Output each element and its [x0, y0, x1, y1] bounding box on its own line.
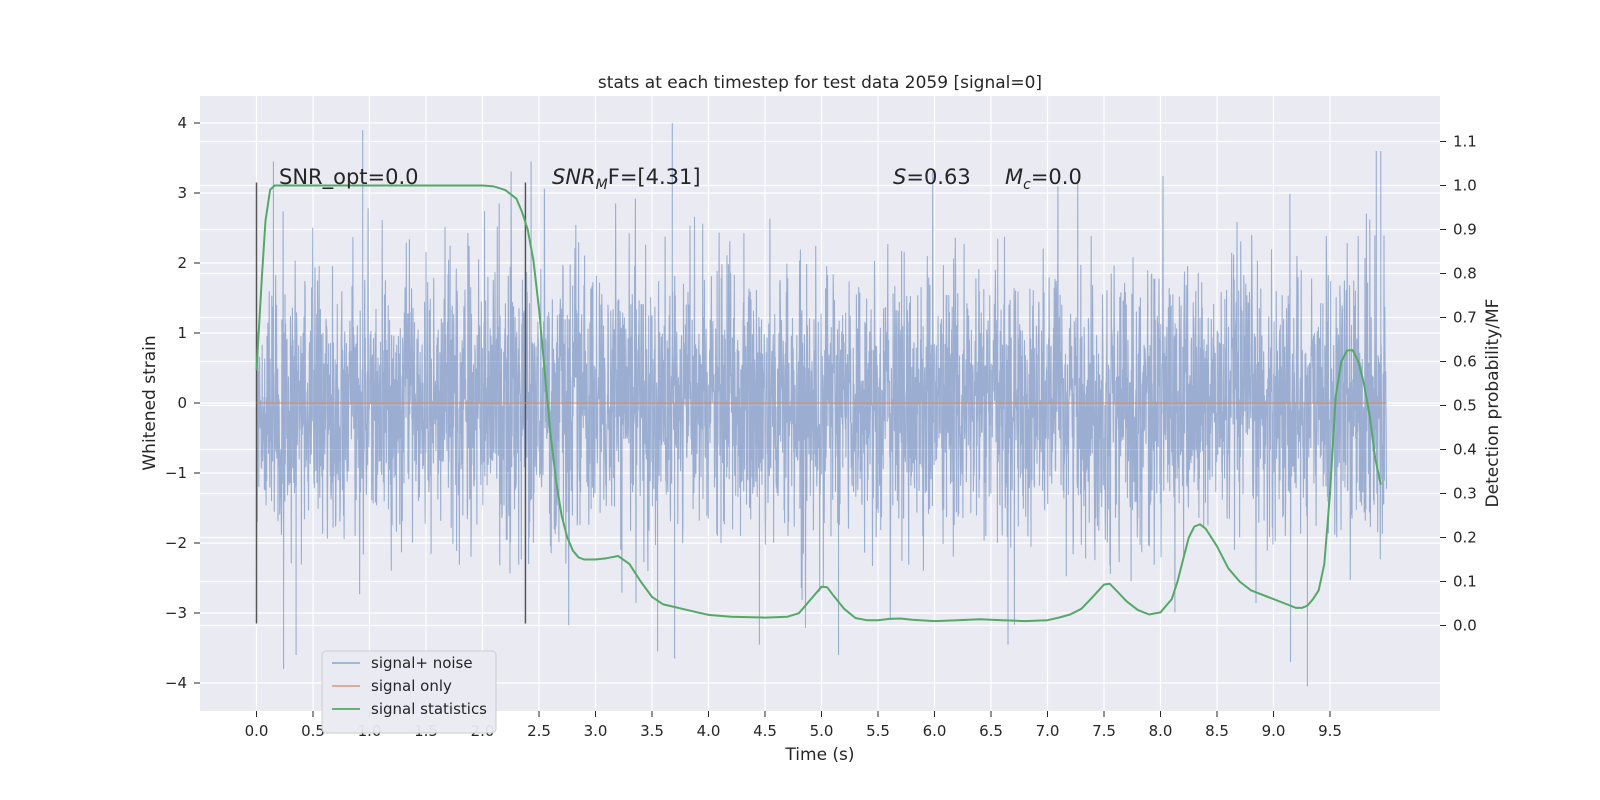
- annotation-s-name: S: [893, 165, 906, 189]
- x-tick-label-13: 6.5: [979, 722, 1003, 740]
- x-tick-label-19: 9.5: [1318, 722, 1342, 740]
- legend-label-signal-only: signal only: [371, 677, 452, 695]
- legend: signal+ noise signal only signal statist…: [321, 650, 497, 734]
- y-tick-label-right-11: 0.0: [1453, 617, 1477, 635]
- y-tick-label-left-3: 1: [177, 324, 187, 342]
- y-tick-label-left-8: −4: [165, 674, 187, 692]
- x-tick-label-1: 0.5: [301, 722, 325, 740]
- y-tick-label-right-3: 0.8: [1453, 265, 1477, 283]
- x-tick-label-16: 8.0: [1149, 722, 1173, 740]
- y-tick-label-right-1: 1.0: [1453, 177, 1477, 195]
- y-tick-label-right-5: 0.6: [1453, 353, 1477, 371]
- y-axis-label-left: Whitened strain: [140, 335, 160, 470]
- x-tick-label-8: 4.0: [697, 722, 721, 740]
- annotation-snr-mf-subscript: M: [596, 177, 608, 193]
- y-tick-label-right-10: 0.1: [1453, 573, 1477, 591]
- y-tick-label-right-4: 0.7: [1453, 309, 1477, 327]
- y-tick-label-right-8: 0.3: [1453, 485, 1477, 503]
- y-tick-label-right-9: 0.2: [1453, 529, 1477, 547]
- y-tick-label-right-7: 0.4: [1453, 441, 1477, 459]
- legend-label-signal-plus-noise: signal+ noise: [371, 654, 473, 672]
- y-tick-label-left-6: −2: [165, 534, 187, 552]
- annotation-s: S=0.63: [893, 165, 971, 189]
- y-tick-label-left-2: 2: [177, 254, 187, 272]
- annotation-mc-name: M: [1005, 165, 1023, 189]
- y-tick-label-left-4: 0: [177, 394, 187, 412]
- y-tick-label-right-0: 1.1: [1453, 133, 1477, 151]
- annotation-snr-mf-name: SNR: [552, 165, 596, 189]
- y-tick-label-left-1: 3: [177, 184, 187, 202]
- y-tick-label-right-2: 0.9: [1453, 221, 1477, 239]
- x-tick-label-17: 8.5: [1205, 722, 1229, 740]
- legend-box: [321, 650, 497, 734]
- x-tick-label-7: 3.5: [640, 722, 664, 740]
- x-axis-label: Time (s): [784, 745, 854, 765]
- x-tick-label-15: 7.5: [1092, 722, 1116, 740]
- annotation-s-value: =0.63: [906, 165, 970, 189]
- annotation-snr-mf: SNRMF=[4.31]: [552, 165, 701, 193]
- chart-title: stats at each timestep for test data 205…: [598, 73, 1042, 93]
- x-tick-label-18: 9.0: [1262, 722, 1286, 740]
- y-tick-label-left-5: −1: [165, 464, 187, 482]
- y-tick-label-left-7: −3: [165, 604, 187, 622]
- annotation-mc-subscript: c: [1023, 177, 1031, 193]
- x-tick-label-5: 2.5: [527, 722, 551, 740]
- y-axis-label-right: Detection probability/MF: [1483, 299, 1503, 508]
- annotation-snr-mf-value: F=[4.31]: [608, 165, 701, 189]
- annotation-mc: Mc=0.0: [1005, 165, 1082, 193]
- x-tick-label-10: 5.0: [810, 722, 834, 740]
- legend-label-signal-statistics: signal statistics: [371, 700, 487, 718]
- x-tick-label-14: 7.0: [1036, 722, 1060, 740]
- x-tick-label-6: 3.0: [584, 722, 608, 740]
- annotation-snr-opt: SNR_opt=0.0: [279, 165, 419, 190]
- x-tick-label-11: 5.5: [866, 722, 890, 740]
- y-axis-left-ticks: 4 3 2 1 0 −1 −2 −3 −4: [165, 114, 200, 692]
- y-tick-label-left-0: 4: [177, 114, 187, 132]
- annotation-mc-value: =0.0: [1031, 165, 1082, 189]
- x-tick-label-9: 4.5: [753, 722, 777, 740]
- series-line-signal-plus-noise: [255, 123, 1388, 687]
- series-signal-plus-noise: [255, 123, 1388, 687]
- y-tick-label-right-6: 0.5: [1453, 397, 1477, 415]
- y-axis-right-ticks: 1.1 1.0 0.9 0.8 0.7 0.6 0.5 0.4 0.3 0.2 0.1 0.0: [1440, 133, 1477, 635]
- x-tick-label-0: 0.0: [245, 722, 269, 740]
- x-tick-label-12: 6.0: [923, 722, 947, 740]
- series-signal-statistics: [255, 184, 1382, 623]
- series-line-signal-statistics: [255, 184, 1382, 623]
